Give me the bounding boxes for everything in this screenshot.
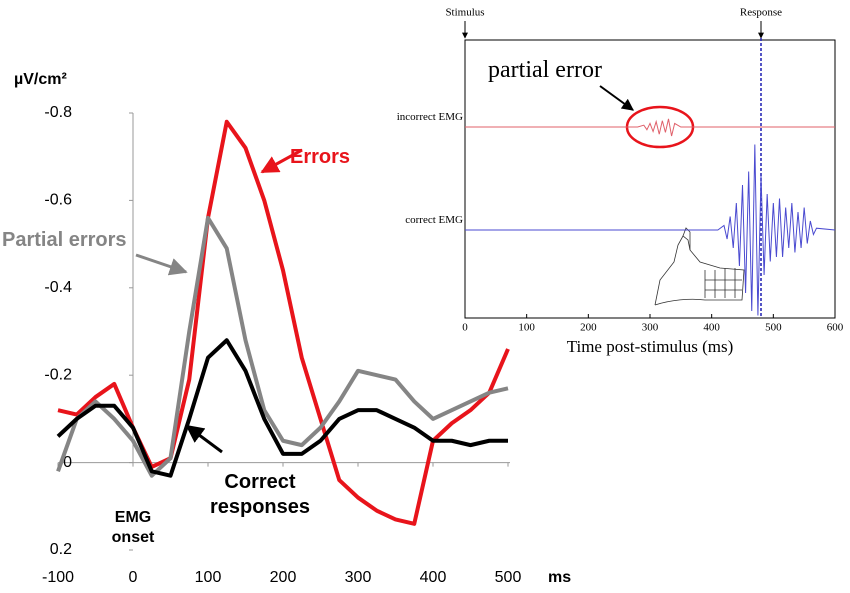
errors-arrow	[260, 148, 303, 174]
marker-label: Stimulus	[445, 7, 484, 19]
annotation: partial error	[488, 57, 602, 83]
y-axis-label: µV/cm²	[14, 71, 67, 88]
correct-arrow	[185, 424, 223, 454]
x-tick-label: 400	[420, 569, 447, 586]
x-tick-label: 0	[462, 322, 468, 334]
row-label: correct EMG	[405, 214, 463, 226]
x-tick-label: 500	[765, 322, 782, 334]
y-tick-label: -0.8	[44, 104, 72, 121]
row-label: incorrect EMG	[396, 111, 463, 123]
y-tick-label: 0.2	[50, 541, 72, 558]
x-tick-label: 500	[495, 569, 522, 586]
x-axis-label: ms	[548, 569, 571, 586]
x-tick-label: 200	[270, 569, 297, 586]
series-label: Errors	[289, 146, 351, 168]
series-label: Correct responses	[209, 471, 311, 518]
x-tick-label: 0	[129, 569, 138, 586]
x-tick-label: 100	[195, 569, 222, 586]
inset-x-axis-label: Time post-stimulus (ms)	[567, 337, 734, 356]
hand-illustration	[654, 227, 745, 306]
y-tick-label: -0.6	[44, 192, 72, 209]
y-tick-label: -0.4	[44, 279, 72, 296]
x-tick-label: -100	[42, 569, 74, 586]
annotation: EMG onset	[111, 509, 155, 546]
x-tick-label: 100	[518, 322, 535, 334]
partial-error-arrow	[599, 85, 634, 111]
data-line	[56, 215, 509, 478]
emg-trace	[465, 144, 836, 316]
y-tick-label: 0	[63, 454, 72, 471]
y-tick-label: -0.2	[44, 366, 72, 383]
marker-label: Response	[740, 7, 782, 19]
x-tick-label: 300	[345, 569, 372, 586]
partial-arrow	[135, 253, 188, 276]
emg-trace	[465, 118, 835, 137]
x-tick-label: 200	[580, 322, 597, 334]
x-tick-label: 300	[642, 322, 659, 334]
series-label: Partial errors	[2, 229, 127, 251]
data-line	[56, 338, 508, 478]
x-tick-label: 600	[827, 322, 844, 334]
x-tick-label: 400	[703, 322, 720, 334]
